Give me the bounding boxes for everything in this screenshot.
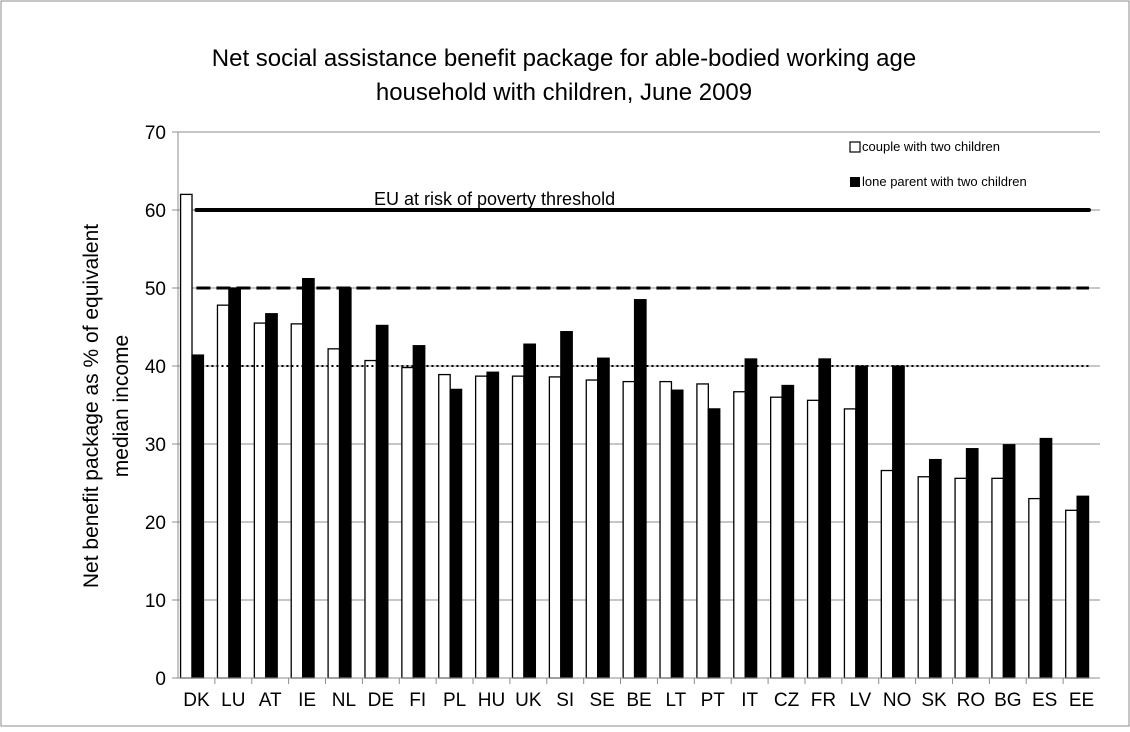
x-tick-label-FI: FI (409, 690, 426, 711)
bar-couple-AT (253, 322, 267, 679)
bar-couple-SI (548, 376, 562, 679)
axes: 0 10 20 30 40 50 60 70 DK LU AT IE NL DE FI PL HU UK SI SE B… (145, 123, 1100, 711)
x-tick-label-DE: DE (368, 690, 394, 711)
bar-couple-ES (1028, 497, 1041, 679)
reference-line-label: EU at risk of poverty threshold (374, 189, 615, 209)
bar-lone-parent-CZ (781, 384, 795, 679)
x-tick-label-CZ: CZ (774, 690, 800, 711)
bar-lone-parent-IT (744, 358, 758, 679)
bar-couple-BE (622, 380, 636, 679)
x-tick-label-BG: BG (994, 690, 1021, 711)
bar-lone-parent-PT (707, 408, 721, 679)
bar-couple-PT (696, 383, 709, 679)
bar-couple-SE (585, 379, 599, 679)
bar-lone-parent-FI (412, 345, 426, 679)
y-axis-label-line2: median income (110, 335, 133, 477)
x-tick-label-RO: RO (957, 690, 986, 711)
x-tick-label-LV: LV (849, 690, 871, 711)
bar-couple-SK (917, 476, 931, 679)
y-axis-label-line1: Net benefit package as % of equivalent (80, 224, 103, 588)
x-tick-label-LU: LU (221, 690, 245, 711)
chart-title-line1: Net social assistance benefit package fo… (212, 45, 916, 72)
bar-couple-UK (511, 375, 525, 679)
x-tick-label-IT: IT (741, 690, 758, 711)
bar-couple-CZ (770, 396, 783, 679)
bar-couple-NL (327, 348, 341, 679)
x-tick-label-NO: NO (883, 690, 912, 711)
bar-couple-IT (733, 391, 746, 679)
bar-lone-parent-SI (560, 331, 573, 679)
bar-couple-PL (438, 373, 451, 679)
bar-couple-NO (880, 469, 894, 679)
bar-couple-LT (659, 380, 673, 679)
x-tick-label-PL: PL (443, 690, 466, 711)
x-tick-label-SI: SI (556, 690, 574, 711)
bar-lone-parent-NL (338, 287, 352, 679)
bar-lone-parent-DE (375, 324, 389, 679)
bar-couple-FI (401, 366, 414, 679)
legend-label-couple: couple with two children (862, 139, 1000, 154)
x-tick-label-LT: LT (665, 690, 686, 711)
bar-lone-parent-ES (1039, 437, 1053, 679)
bar-lone-parent-PL (449, 388, 463, 679)
y-tick-label: 70 (145, 123, 166, 144)
bar-lone-parent-LV (855, 365, 868, 679)
x-tick-label-AT: AT (259, 690, 282, 711)
bar-couple-LV (843, 408, 857, 679)
bar-lone-parent-BG (1002, 444, 1016, 679)
legend-label-lone-parent: lone parent with two children (862, 174, 1027, 189)
y-tick-label: 50 (145, 279, 166, 300)
bar-lone-parent-EE (1076, 495, 1090, 679)
y-tick-label: 60 (145, 201, 166, 222)
x-tick-label-DK: DK (183, 690, 210, 711)
y-tick-label: 10 (145, 591, 166, 612)
bar-lone-parent-UK (523, 343, 537, 679)
bar-couple-LU (216, 304, 230, 679)
bar-couple-EE (1065, 509, 1078, 679)
x-tick-label-BE: BE (626, 690, 651, 711)
bar-couple-BG (991, 477, 1005, 679)
bar-lone-parent-SK (928, 458, 942, 679)
bar-couple-DE (364, 359, 378, 679)
bar-lone-parent-DK (191, 354, 205, 679)
x-tick-label-SK: SK (921, 690, 947, 711)
x-tick-label-UK: UK (515, 690, 542, 711)
y-tick-label: 20 (145, 513, 166, 534)
x-tick-label-IE: IE (298, 690, 316, 711)
bar-lone-parent-LT (670, 389, 684, 679)
bar-couple-FR (806, 399, 820, 679)
y-tick-label: 0 (155, 669, 166, 690)
x-tick-label-ES: ES (1032, 690, 1057, 711)
bar-lone-parent-FR (818, 358, 832, 679)
x-tick-label-SE: SE (589, 690, 614, 711)
bar-couple-IE (290, 323, 304, 679)
reference-lines (194, 208, 1091, 367)
bar-lone-parent-HU (486, 371, 500, 679)
legend-swatch-couple (849, 141, 861, 153)
y-tick-label: 40 (145, 357, 166, 378)
x-tick-label-FR: FR (811, 690, 836, 711)
bar-couple-HU (474, 375, 488, 679)
legend: couple with two children lone parent wit… (849, 139, 1027, 189)
y-tick-label: 30 (145, 435, 166, 456)
bar-lone-parent-BE (633, 299, 647, 679)
bar-couple-RO (954, 477, 968, 679)
bar-lone-parent-AT (265, 313, 278, 679)
bar-lone-parent-RO (965, 448, 979, 679)
bar-lone-parent-NO (892, 365, 905, 679)
bar-couple-DK (179, 193, 193, 679)
chart-title-line2: household with children, June 2009 (376, 79, 752, 106)
x-tick-label-HU: HU (478, 690, 505, 711)
x-tick-label-NL: NL (332, 690, 356, 711)
x-tick-label-EE: EE (1069, 690, 1094, 711)
x-tick-label-PT: PT (701, 690, 726, 711)
legend-swatch-lone-parent (850, 177, 860, 187)
bar-lone-parent-SE (597, 357, 610, 679)
bar-lone-parent-IE (302, 277, 315, 679)
bar-lone-parent-LU (228, 287, 241, 679)
